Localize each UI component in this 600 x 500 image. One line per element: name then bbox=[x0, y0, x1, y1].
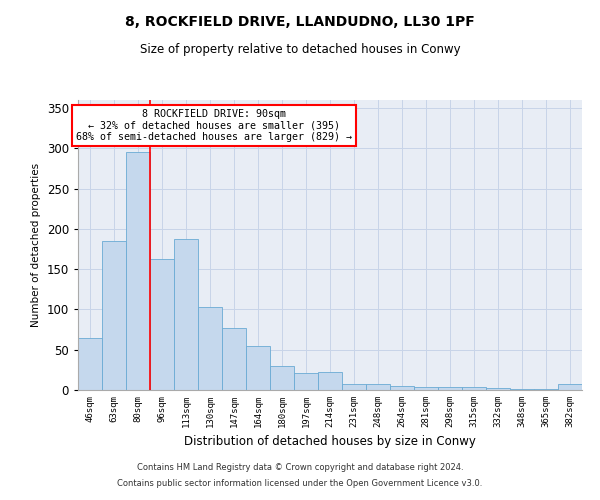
Bar bbox=[246, 346, 270, 390]
Bar bbox=[510, 389, 534, 390]
Bar bbox=[486, 388, 510, 390]
Bar bbox=[102, 241, 126, 390]
Bar bbox=[150, 258, 174, 390]
Y-axis label: Number of detached properties: Number of detached properties bbox=[31, 163, 41, 327]
Bar bbox=[342, 384, 366, 390]
Bar bbox=[438, 387, 462, 390]
Bar bbox=[270, 366, 294, 390]
Text: Contains HM Land Registry data © Crown copyright and database right 2024.: Contains HM Land Registry data © Crown c… bbox=[137, 464, 463, 472]
Bar bbox=[558, 384, 582, 390]
Text: 8, ROCKFIELD DRIVE, LLANDUDNO, LL30 1PF: 8, ROCKFIELD DRIVE, LLANDUDNO, LL30 1PF bbox=[125, 15, 475, 29]
Bar bbox=[390, 386, 414, 390]
Bar bbox=[294, 373, 318, 390]
Text: Size of property relative to detached houses in Conwy: Size of property relative to detached ho… bbox=[140, 42, 460, 56]
Bar bbox=[174, 238, 198, 390]
Bar bbox=[222, 328, 246, 390]
Bar bbox=[126, 152, 150, 390]
Bar bbox=[318, 372, 342, 390]
X-axis label: Distribution of detached houses by size in Conwy: Distribution of detached houses by size … bbox=[184, 436, 476, 448]
Text: 8 ROCKFIELD DRIVE: 90sqm
← 32% of detached houses are smaller (395)
68% of semi-: 8 ROCKFIELD DRIVE: 90sqm ← 32% of detach… bbox=[76, 108, 352, 142]
Bar bbox=[78, 338, 102, 390]
Text: Contains public sector information licensed under the Open Government Licence v3: Contains public sector information licen… bbox=[118, 478, 482, 488]
Bar bbox=[414, 387, 438, 390]
Bar bbox=[534, 389, 558, 390]
Bar bbox=[366, 384, 390, 390]
Bar bbox=[462, 387, 486, 390]
Bar bbox=[198, 307, 222, 390]
